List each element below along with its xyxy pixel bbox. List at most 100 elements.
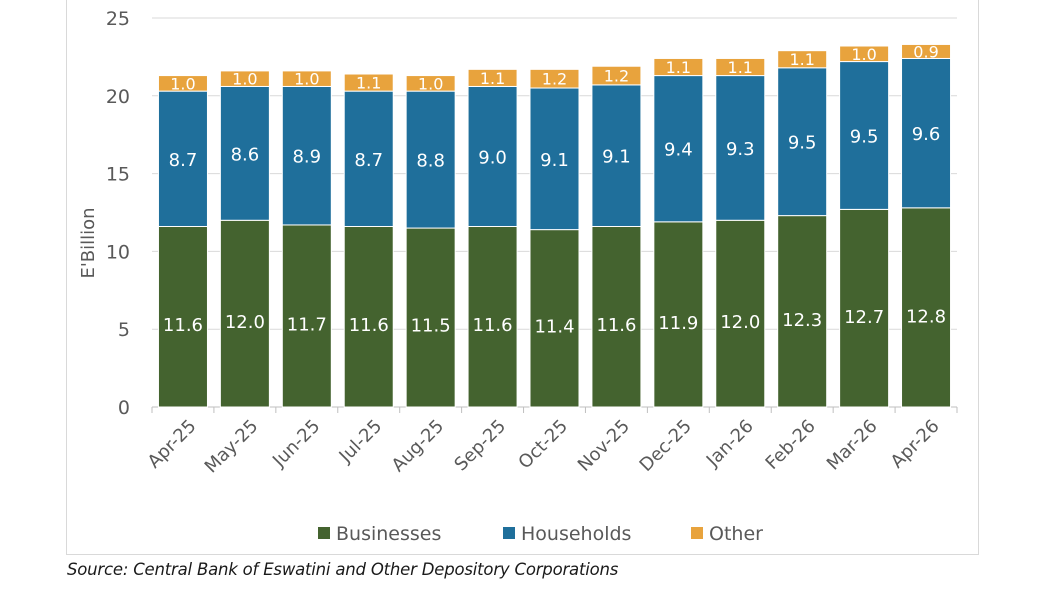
- bar-segment-businesses: [157, 226, 208, 408]
- bar-segment-businesses: [281, 224, 332, 408]
- x-tick-label: Oct-25: [514, 416, 572, 474]
- data-label: 1.2: [604, 67, 629, 86]
- bar-segment-other: [529, 68, 580, 89]
- legend-label: Businesses: [336, 523, 441, 545]
- y-tick-label: 10: [106, 241, 130, 263]
- bar-segment-other: [467, 68, 518, 87]
- bar-segment-businesses: [343, 226, 394, 408]
- x-tick-label: Jun-25: [268, 416, 324, 472]
- bar-segment-other: [715, 57, 766, 77]
- bar-segment-households: [715, 75, 766, 221]
- data-label: 1.2: [542, 70, 567, 89]
- bar-segment-businesses: [467, 226, 518, 408]
- legend-swatch-businesses: [318, 527, 330, 539]
- data-label: 8.6: [231, 144, 260, 165]
- bar-segment-other: [405, 75, 456, 92]
- bar-segment-businesses: [219, 219, 270, 408]
- data-label: 12.0: [225, 312, 265, 333]
- data-label: 8.7: [354, 150, 383, 171]
- data-label: 1.1: [480, 69, 505, 88]
- bar-segment-households: [219, 85, 270, 221]
- data-label: 0.9: [913, 42, 938, 61]
- x-tick-label: Feb-26: [762, 416, 820, 474]
- data-label: 11.6: [163, 315, 203, 336]
- bar-segment-businesses: [777, 215, 828, 408]
- data-label: 11.6: [349, 315, 389, 336]
- data-label: 11.4: [534, 316, 574, 337]
- data-label: 1.0: [418, 74, 443, 93]
- data-label: 1.1: [789, 50, 814, 69]
- bar-segment-households: [839, 61, 890, 210]
- y-tick-label: 25: [106, 8, 130, 30]
- data-label: 9.1: [602, 147, 631, 168]
- data-label: 1.1: [356, 74, 381, 93]
- data-label: 11.6: [473, 315, 513, 336]
- bar-segment-households: [467, 85, 518, 228]
- bar-segment-households: [591, 84, 642, 228]
- data-label: 9.5: [850, 126, 879, 147]
- data-label: 1.1: [666, 58, 691, 77]
- bar-segment-households: [529, 87, 580, 231]
- bar-segment-other: [653, 57, 704, 77]
- bar-segment-businesses: [653, 221, 704, 408]
- data-label: 11.6: [596, 315, 636, 336]
- bar-segment-households: [281, 85, 332, 226]
- bar-segment-households: [653, 75, 704, 223]
- data-label: 12.0: [720, 312, 760, 333]
- bar-segment-businesses: [529, 229, 580, 408]
- bar-segment-households: [157, 90, 208, 228]
- bar-segment-businesses: [715, 219, 766, 408]
- data-label: 8.8: [416, 151, 445, 172]
- bar-segment-households: [343, 90, 394, 228]
- bar-segment-other: [281, 70, 332, 87]
- x-tick-label: Aug-25: [388, 416, 448, 476]
- legend-label: Other: [709, 523, 763, 545]
- legend-swatch-other: [691, 527, 703, 539]
- x-tick-label: Mar-26: [823, 416, 882, 475]
- x-tick-label: Nov-25: [574, 416, 634, 476]
- x-tick-label: Sep-25: [450, 416, 510, 476]
- bar-segment-other: [219, 70, 270, 87]
- bar-segment-households: [405, 90, 456, 229]
- legend-swatch-households: [503, 527, 515, 539]
- data-label: 8.7: [169, 150, 198, 171]
- data-label: 12.3: [782, 310, 822, 331]
- data-label: 1.0: [294, 70, 319, 89]
- data-label: 9.3: [726, 139, 755, 160]
- bar-segment-businesses: [901, 207, 952, 408]
- bar-segment-other: [591, 65, 642, 86]
- data-label: 1.1: [728, 58, 753, 77]
- data-label: 12.7: [844, 307, 884, 328]
- data-label: 11.9: [658, 313, 698, 334]
- x-tick-label: Jul-25: [335, 416, 387, 468]
- data-label: 9.4: [664, 140, 693, 161]
- x-tick-label: Jan-26: [702, 416, 758, 472]
- y-tick-label: 5: [118, 319, 130, 341]
- bar-segment-households: [777, 67, 828, 217]
- data-label: 8.9: [292, 147, 321, 168]
- y-tick-label: 0: [118, 397, 130, 419]
- data-label: 11.5: [411, 316, 451, 337]
- data-label: 11.7: [287, 314, 327, 335]
- x-tick-label: Dec-25: [636, 416, 696, 476]
- bar-segment-other: [343, 73, 394, 92]
- y-axis-label: E'Billion: [78, 207, 99, 278]
- x-tick-label: Apr-26: [887, 416, 944, 473]
- bar-segment-other: [777, 50, 828, 69]
- source-note: Source: Central Bank of Eswatini and Oth…: [67, 560, 619, 579]
- bar-segment-other: [839, 45, 890, 63]
- data-label: 1.0: [170, 74, 195, 93]
- legend-label: Households: [521, 523, 631, 545]
- x-tick-label: May-25: [201, 416, 263, 478]
- bar-segment-other: [901, 43, 952, 59]
- data-label: 9.1: [540, 150, 569, 171]
- data-label: 9.0: [478, 147, 507, 168]
- x-tick-label: Apr-25: [144, 416, 201, 473]
- y-tick-label: 20: [106, 86, 130, 108]
- bar-segment-businesses: [839, 208, 890, 408]
- bar-segment-other: [157, 75, 208, 92]
- data-label: 9.5: [788, 133, 817, 154]
- data-label: 1.0: [851, 45, 876, 64]
- data-label: 9.6: [912, 124, 941, 145]
